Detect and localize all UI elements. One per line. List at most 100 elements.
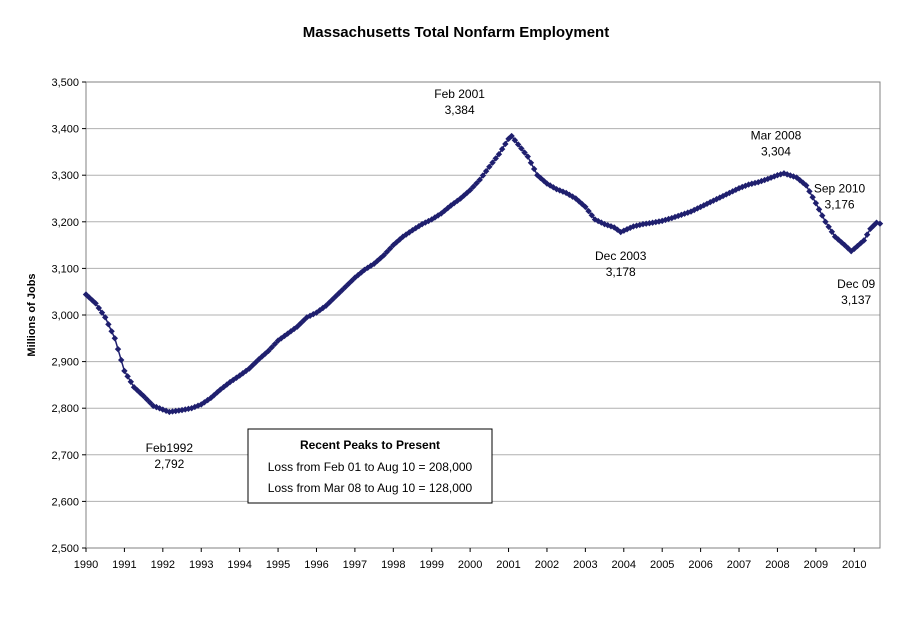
y-tick-label: 2,700 <box>51 450 79 462</box>
info-box-line-2: Loss from Mar 08 to Aug 10 = 128,000 <box>268 481 473 495</box>
data-point-marker <box>473 180 480 187</box>
data-point-marker <box>819 212 826 219</box>
data-point-marker <box>137 389 144 397</box>
data-point-marker <box>844 244 852 252</box>
data-point-marker <box>585 207 592 215</box>
data-point-marker <box>527 159 535 166</box>
data-point-marker <box>143 396 151 403</box>
data-point-marker <box>822 218 829 225</box>
x-tick-label: 2006 <box>688 559 712 571</box>
data-point-marker <box>777 171 784 178</box>
data-point-marker <box>735 185 743 192</box>
data-point-marker <box>482 167 490 175</box>
x-tick-label: 2008 <box>765 559 789 571</box>
data-point-marker <box>380 252 387 259</box>
data-point-marker <box>687 208 695 215</box>
data-point-marker <box>627 224 634 232</box>
x-tick-label: 1990 <box>74 559 98 571</box>
annotation-label: Feb 2001 <box>434 87 485 101</box>
data-point-marker <box>508 132 515 140</box>
data-point-marker <box>812 199 820 207</box>
data-point-marker <box>92 300 99 307</box>
data-point-marker <box>476 176 483 184</box>
y-tick-label: 3,500 <box>51 77 79 89</box>
data-point-marker <box>703 200 711 207</box>
annotation-value: 3,137 <box>841 293 871 307</box>
data-point-marker <box>114 345 122 353</box>
data-point-marker <box>543 180 551 187</box>
x-tick-label: 1992 <box>151 559 175 571</box>
data-point-marker <box>652 218 659 226</box>
data-point-marker <box>732 186 740 194</box>
data-point-marker <box>268 344 275 351</box>
data-point-marker <box>598 219 605 226</box>
x-tick-label: 2000 <box>458 559 482 571</box>
data-point-marker <box>863 231 871 238</box>
y-tick-label: 3,000 <box>51 310 79 322</box>
data-point-marker <box>815 206 823 213</box>
data-point-marker <box>239 370 247 377</box>
data-point-marker <box>127 378 135 385</box>
info-box-title: Recent Peaks to Present <box>300 438 440 452</box>
data-point-marker <box>98 309 106 316</box>
annotation-value: 3,384 <box>445 103 475 117</box>
data-point-marker <box>412 224 419 232</box>
data-point-marker <box>806 188 813 195</box>
data-point-marker <box>521 149 528 156</box>
data-point-marker <box>383 248 391 256</box>
data-point-marker <box>780 170 788 177</box>
data-point-marker <box>492 155 499 162</box>
data-point-marker <box>828 228 836 235</box>
info-box-line-1: Loss from Feb 01 to Aug 10 = 208,000 <box>268 460 473 474</box>
data-point-marker <box>524 153 531 160</box>
data-point-marker <box>723 191 730 198</box>
data-point-marker <box>450 199 458 207</box>
data-point-marker <box>803 182 810 189</box>
data-point-marker <box>537 174 544 182</box>
data-point-marker <box>386 245 394 252</box>
y-tick-label: 2,800 <box>51 403 79 415</box>
info-box: Recent Peaks to Present Loss from Feb 01… <box>247 428 493 504</box>
annotation-label: Dec 09 <box>837 277 875 291</box>
data-point-marker <box>530 165 538 173</box>
y-axis-label: Millions of Jobs <box>26 273 38 356</box>
data-point-marker <box>796 176 804 184</box>
data-point-marker <box>825 223 832 230</box>
x-tick-label: 2009 <box>804 559 828 571</box>
data-point-marker <box>140 392 147 400</box>
annotations: Feb1992 2,792 Feb 2001 3,384 Dec 2003 3,178 Ma… <box>146 87 876 471</box>
data-point-marker <box>671 213 679 221</box>
data-point-marker <box>831 233 839 240</box>
data-point-marker <box>271 340 279 348</box>
data-point-marker <box>572 195 579 202</box>
data-point-marker <box>764 175 772 183</box>
x-tick-label: 2010 <box>842 559 866 571</box>
data-point-marker <box>95 304 103 312</box>
data-point-marker <box>226 378 234 386</box>
x-tick-label: 2001 <box>496 559 520 571</box>
data-point-marker <box>748 180 756 187</box>
data-point-marker <box>604 222 611 229</box>
x-tick-label: 1993 <box>189 559 213 571</box>
data-point-marker <box>809 194 816 201</box>
y-tick-label: 2,900 <box>51 357 79 369</box>
data-point-marker <box>847 247 855 255</box>
data-point-marker <box>755 178 762 186</box>
x-tick-label: 2003 <box>573 559 597 571</box>
y-tick-label: 3,100 <box>51 263 79 275</box>
data-point-marker <box>739 183 746 191</box>
data-point-marker <box>105 321 112 328</box>
data-point-marker <box>518 145 525 152</box>
data-point-marker <box>610 224 618 231</box>
annotation-value: 3,178 <box>606 265 636 279</box>
annotation-label: Mar 2008 <box>751 128 802 142</box>
data-point-marker <box>121 367 128 375</box>
data-point-marker <box>265 347 272 355</box>
data-point-marker <box>191 403 199 411</box>
y-tick-label: 3,300 <box>51 170 79 182</box>
annotation-value: 3,304 <box>761 144 791 158</box>
annotation-value: 3,176 <box>825 198 855 212</box>
x-axis-ticks: 1990 1991 1992 1993 1994 1995 1996 1997 1998 1999… <box>74 548 867 571</box>
data-point-marker <box>108 328 115 335</box>
